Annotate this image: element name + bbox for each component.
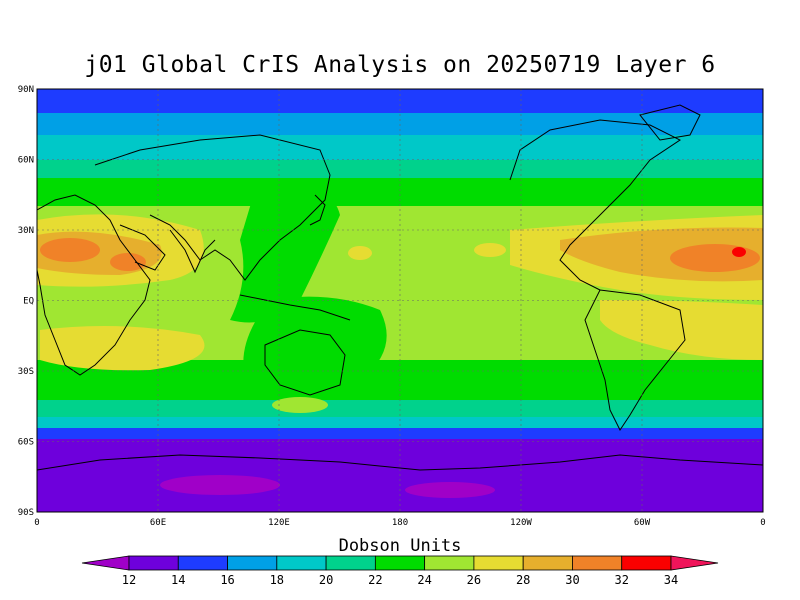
colorbar-segment	[424, 555, 475, 571]
colorbar-tick-label: 34	[664, 573, 678, 587]
coast-indonesia	[239, 294, 351, 321]
colorbar-tick-label: 30	[565, 573, 579, 587]
band-70n-60n	[37, 135, 763, 160]
lat-tick-label: 60N	[18, 156, 34, 166]
colorbar-segment	[276, 555, 327, 571]
colorbar-tick-label: 20	[319, 573, 333, 587]
lat-tick-label: 30S	[18, 367, 34, 377]
colorbar-tick-label: 18	[270, 573, 284, 587]
feature-pacific-yellow-spot	[348, 246, 372, 260]
colorbar-segment	[374, 555, 426, 571]
colorbar-segment	[572, 555, 623, 571]
feature-south-america-yellow	[600, 300, 763, 360]
coast-india	[169, 229, 216, 274]
coast-north-america	[509, 119, 681, 291]
colorbar-tick-label: 24	[417, 573, 431, 587]
chart-title: j01 Global CrIS Analysis on 20250719 Lay…	[84, 52, 716, 78]
band-50n-38n	[37, 178, 763, 206]
coast-asia	[94, 134, 331, 281]
feature-nafrica-orange-core	[40, 238, 100, 262]
feature-indian-yellow	[40, 326, 205, 371]
lon-axis: 0 60E 120E 180 120W 60W 0	[34, 518, 765, 528]
coast-greenland	[639, 104, 701, 141]
feature-antarctic-core-2	[405, 482, 495, 498]
colorbar-tick-label: 26	[467, 573, 481, 587]
feature-atlantic-orange-core	[670, 244, 760, 272]
lat-tick-label: 60S	[18, 438, 34, 448]
lat-tick-label: 90S	[18, 508, 34, 518]
colorbar-segment	[522, 555, 573, 571]
lon-tick-label: 60W	[634, 518, 651, 528]
lon-tick-label: 180	[392, 518, 408, 528]
coastlines	[37, 104, 763, 471]
colorbar-segment	[177, 555, 228, 571]
colorbar-low-triangle	[81, 555, 130, 571]
coast-antarctica	[37, 454, 763, 471]
feature-atlantic-red-core	[732, 247, 746, 257]
feature-south-indian-yellow	[272, 397, 328, 413]
lon-tick-label: 120W	[510, 518, 532, 528]
colorbar-segment	[128, 555, 179, 571]
lon-tick-label: 0	[34, 518, 39, 528]
coast-south-america	[584, 289, 686, 431]
colorbar-tick-label: 14	[171, 573, 185, 587]
feature-pacific-yellow-spot-2	[474, 243, 506, 257]
colorbar-high-triangle	[670, 555, 719, 571]
lon-tick-label: 60E	[150, 518, 166, 528]
lat-tick-label: 90N	[18, 85, 34, 95]
lon-tick-label: 120E	[268, 518, 290, 528]
coast-japan	[309, 194, 326, 226]
colorbar: 12 14 16 18 20 22 24 26 28 30 32 34	[81, 555, 719, 587]
colorbar-tick-label: 28	[516, 573, 530, 587]
feature-arabia-orange	[110, 253, 146, 271]
feature-antarctic-core	[160, 475, 280, 495]
colorbar-segment	[325, 555, 376, 571]
lat-axis: 90N 60N 30N EQ 30S 60S 90S	[18, 85, 34, 518]
lon-tick-label: 0	[760, 518, 765, 528]
colorbar-tick-label: 16	[220, 573, 234, 587]
feature-asia-green-tongue	[230, 185, 340, 323]
lat-tick-label: EQ	[23, 297, 34, 307]
coast-arabia	[119, 224, 166, 271]
colorbar-tick-label: 22	[368, 573, 382, 587]
colorbar-segment	[621, 555, 672, 571]
gridlines	[37, 89, 763, 512]
colorbar-segment	[473, 555, 524, 571]
colorbar-tick-label: 32	[615, 573, 629, 587]
colorbar-segment	[227, 555, 278, 571]
feature-south-pacific-green	[430, 360, 605, 397]
band-53s-58s	[37, 428, 763, 439]
colorbar-title: Dobson Units	[338, 536, 462, 556]
coast-europe-africa	[37, 194, 151, 376]
map-frame	[36, 88, 764, 513]
band-47s-53s	[37, 417, 763, 428]
lat-tick-label: 30N	[18, 226, 34, 236]
band-40s-47s	[37, 400, 763, 417]
coast-australia	[264, 329, 346, 396]
colorbar-tick-label: 12	[122, 573, 136, 587]
